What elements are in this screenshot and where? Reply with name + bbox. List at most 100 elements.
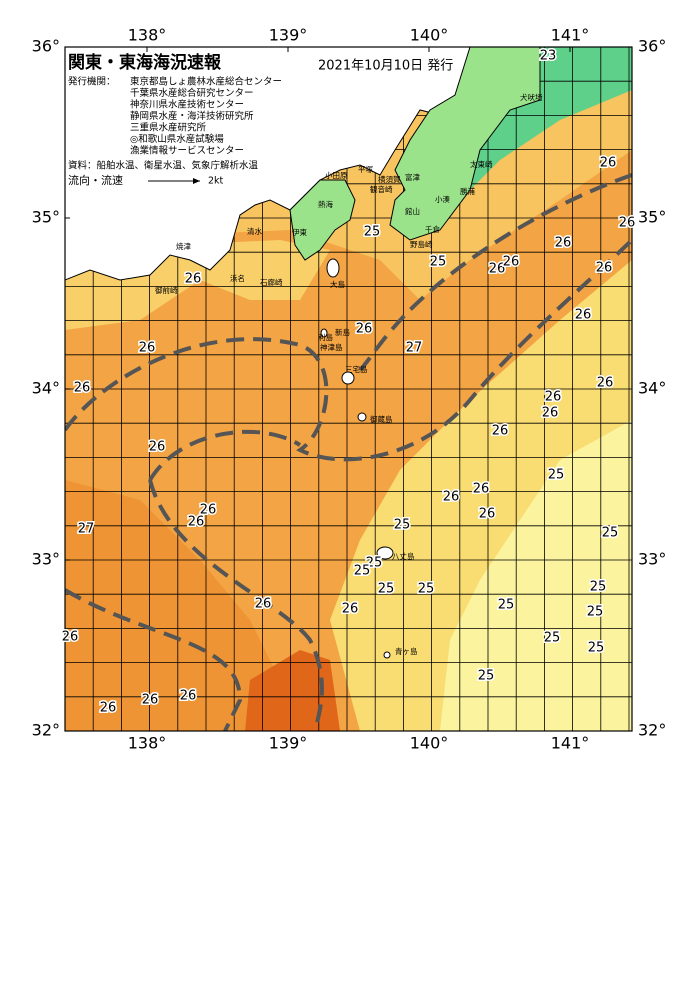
island bbox=[341, 371, 355, 385]
place-name: 千倉 bbox=[425, 224, 440, 234]
temperature-label: 26 bbox=[180, 689, 197, 704]
lon-label: 138° bbox=[128, 26, 167, 45]
lon-label: 138° bbox=[128, 734, 167, 753]
temperature-label: 26 bbox=[188, 515, 205, 530]
place-name: 大島 bbox=[330, 279, 345, 289]
issuer: 静岡県水産・海洋技術研究所 bbox=[130, 110, 254, 122]
place-name: 横須賀 bbox=[378, 174, 401, 184]
temperature-label: 26 bbox=[555, 236, 572, 251]
place-name: 小田原 bbox=[325, 171, 348, 180]
temperature-label: 23 bbox=[540, 49, 557, 64]
place-name: 小湊 bbox=[435, 194, 450, 204]
place-name: 利島 bbox=[318, 332, 333, 342]
current-scale: 2kt bbox=[208, 176, 224, 187]
lat-label: 36° bbox=[638, 37, 666, 56]
lon-label: 139° bbox=[269, 734, 308, 753]
issuer: 神奈川県水産技術センター bbox=[130, 99, 244, 111]
current-path bbox=[148, 429, 324, 731]
temperature-label: 26 bbox=[596, 261, 613, 276]
temperature-label: 26 bbox=[443, 490, 460, 505]
lon-label: 139° bbox=[269, 26, 308, 45]
island bbox=[376, 546, 394, 560]
temperature-label: 26 bbox=[185, 272, 202, 287]
lat-label: 33° bbox=[638, 550, 666, 569]
arrow-head bbox=[193, 178, 200, 184]
current-path bbox=[358, 173, 632, 372]
temperature-label: 25 bbox=[430, 255, 447, 270]
lon-label: 141° bbox=[551, 26, 590, 45]
temperature-label: 26 bbox=[255, 597, 272, 612]
place-name: 観音崎 bbox=[370, 184, 393, 194]
place-name: 犬吠埼 bbox=[520, 92, 543, 102]
temperature-label: 25 bbox=[590, 580, 607, 595]
temperature-label: 25 bbox=[544, 631, 561, 646]
temperature-label: 25 bbox=[418, 582, 435, 597]
land-mainland bbox=[65, 47, 471, 281]
issuer: 三重県水産研究所 bbox=[130, 122, 207, 134]
place-name: 富津 bbox=[405, 172, 420, 182]
issuer: ◎和歌山県水産試験場 bbox=[130, 133, 224, 145]
issuer: 千葉県水産総合研究センター bbox=[130, 87, 254, 99]
sea-surface-temperature bbox=[65, 47, 632, 731]
temperature-label: 26 bbox=[600, 156, 617, 171]
lon-label: 141° bbox=[551, 734, 590, 753]
current-path bbox=[65, 238, 632, 462]
lat-label: 35° bbox=[638, 208, 666, 227]
island bbox=[320, 328, 328, 338]
temperature-label: 26 bbox=[545, 390, 562, 405]
temperature-label: 26 bbox=[62, 630, 79, 645]
lon-label: 140° bbox=[410, 26, 449, 45]
place-name: 清水 bbox=[247, 226, 262, 236]
lon-label: 140° bbox=[410, 734, 449, 753]
temperature-label: 25 bbox=[602, 526, 619, 541]
temperature-label: 25 bbox=[366, 556, 383, 571]
lat-label: 35° bbox=[32, 208, 60, 227]
place-name: 太東崎 bbox=[470, 159, 493, 169]
lat-label: 32° bbox=[32, 721, 60, 740]
sources: 資料：船舶水温、衛星水温、気象庁解析水温 bbox=[68, 160, 259, 172]
temperature-label: 26 bbox=[479, 507, 496, 522]
temperature-label: 25 bbox=[478, 669, 495, 684]
temperature-label: 26 bbox=[74, 381, 91, 396]
place-name: 御前崎 bbox=[155, 285, 178, 295]
temperature-label: 26 bbox=[139, 341, 156, 356]
kuroshio-axis bbox=[65, 173, 632, 731]
temperature-label: 25 bbox=[548, 468, 565, 483]
temperature-label: 26 bbox=[492, 424, 509, 439]
place-name: 平塚 bbox=[358, 165, 373, 174]
place-name: 伊東 bbox=[292, 227, 307, 237]
place-name: 勝浦 bbox=[460, 186, 475, 196]
temperature-label: 26 bbox=[542, 406, 559, 421]
issue-date: 2021年10月10日 発行 bbox=[318, 59, 453, 74]
temperature-label: 26 bbox=[142, 693, 159, 708]
issuer: 東京都島しょ農林水産総合センター bbox=[130, 76, 282, 88]
place-name: 浜名 bbox=[230, 273, 245, 283]
land-izu bbox=[289, 179, 356, 261]
place-name: 館山 bbox=[405, 206, 420, 216]
temperature-label: 25 bbox=[394, 518, 411, 533]
land-boso bbox=[389, 47, 541, 241]
temperature-label: 27 bbox=[406, 341, 423, 356]
lat-label: 32° bbox=[638, 721, 666, 740]
temperature-label: 25 bbox=[588, 641, 605, 656]
temperature-label: 26 bbox=[200, 503, 217, 518]
lat-label: 34° bbox=[32, 379, 60, 398]
place-name: 三宅島 bbox=[345, 364, 368, 374]
temperature-label: 26 bbox=[100, 701, 117, 716]
temperature-label: 26 bbox=[489, 262, 506, 277]
place-name: 青ヶ島 bbox=[395, 646, 418, 656]
place-name: 熱海 bbox=[318, 199, 333, 209]
place-name: 野島崎 bbox=[410, 239, 433, 249]
issuer: 漁業情報サービスセンター bbox=[130, 145, 244, 157]
lat-label: 36° bbox=[32, 37, 60, 56]
temperature-label: 25 bbox=[587, 605, 604, 620]
temperature-label: 26 bbox=[597, 376, 614, 391]
temperature-label: 26 bbox=[342, 602, 359, 617]
temperature-label: 25 bbox=[364, 225, 381, 240]
island bbox=[357, 412, 367, 422]
labels: 138° 138° 139° 139° 140° 140° 141° 141° 36° 36° 35… bbox=[32, 26, 667, 753]
temperature-label: 26 bbox=[503, 255, 520, 270]
title: 関東・東海海況速報 bbox=[68, 52, 222, 73]
